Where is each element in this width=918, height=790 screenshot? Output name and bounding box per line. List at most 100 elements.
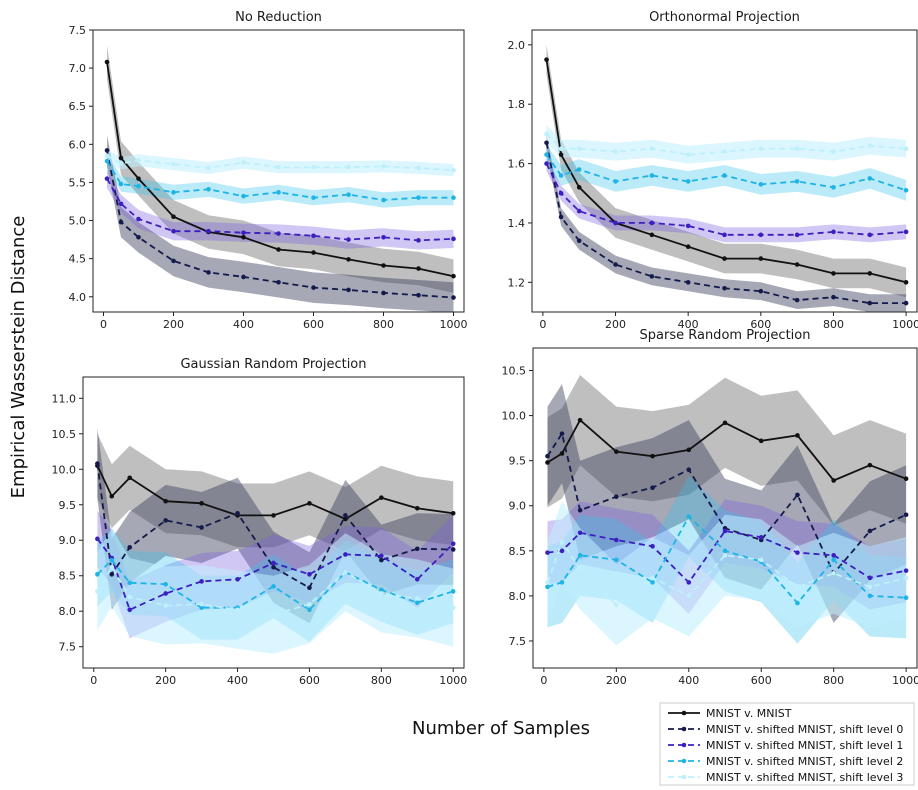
data-point [379, 591, 384, 596]
data-point [307, 607, 312, 613]
plot-area [95, 428, 456, 654]
data-point [758, 232, 764, 238]
data-point [206, 228, 211, 234]
confidence-band-series-1 [546, 133, 907, 312]
data-point [903, 595, 909, 600]
data-point [545, 453, 550, 459]
series-line-3 [545, 154, 907, 192]
series-line-1 [96, 463, 454, 590]
legend-marker [681, 774, 687, 780]
data-point [903, 568, 909, 573]
legend-marker [681, 758, 687, 764]
x-tick-label: 600 [303, 318, 324, 331]
data-point [544, 131, 549, 137]
data-point [722, 285, 727, 291]
y-tick-label: 9.0 [509, 500, 527, 513]
series-line-0 [547, 418, 907, 482]
legend-label: MNIST v. shifted MNIST, shift level 1 [706, 739, 903, 752]
x-tick-label: 1000 [892, 674, 918, 687]
panel-title: No Reduction [235, 10, 322, 25]
data-point [343, 569, 348, 575]
x-tick-label: 400 [678, 318, 699, 331]
y-tick-label: 7.5 [69, 24, 87, 37]
data-point [450, 605, 456, 610]
series-line-3 [96, 558, 454, 611]
legend-frame [659, 702, 915, 786]
data-point [271, 612, 276, 618]
axes-frame [531, 29, 918, 313]
data-point [794, 232, 800, 238]
data-point [559, 431, 565, 436]
data-point [311, 164, 316, 170]
y-tick-label: 1.2 [508, 276, 526, 289]
data-point [235, 607, 240, 613]
axes-frame [92, 29, 465, 313]
confidence-band-series-3 [546, 144, 907, 201]
data-point [650, 453, 655, 459]
data-point [127, 594, 133, 600]
data-point [903, 187, 909, 193]
data-point [451, 236, 456, 242]
data-point [576, 167, 582, 172]
panel-title: Gaussian Random Projection [180, 357, 366, 372]
series-line-2 [106, 178, 454, 242]
axes-frame [82, 376, 465, 669]
data-point [903, 300, 909, 306]
data-point [577, 566, 583, 572]
y-tick-label: 10.0 [502, 410, 527, 423]
data-point [95, 536, 100, 542]
data-point [794, 179, 800, 184]
data-point [545, 580, 550, 585]
y-tick-label: 8.5 [59, 570, 77, 583]
data-point [650, 575, 655, 581]
series-line-3 [547, 515, 907, 605]
legend-marker [681, 742, 687, 748]
data-point [614, 557, 619, 563]
legend-marker [681, 710, 687, 716]
data-point [136, 183, 141, 189]
data-point [118, 219, 124, 225]
data-point [346, 257, 351, 262]
data-point [758, 146, 764, 152]
data-point [558, 146, 564, 152]
x-tick-label: 1000 [440, 318, 468, 331]
data-point [576, 238, 582, 244]
y-tick-label: 1.8 [508, 98, 526, 111]
data-point [163, 581, 168, 587]
data-point [241, 230, 246, 236]
data-point [271, 564, 276, 570]
data-point [241, 274, 246, 280]
data-point [416, 266, 421, 271]
y-tick-label: 1.4 [508, 217, 526, 230]
data-point [795, 600, 800, 606]
data-point [722, 256, 727, 261]
data-point [686, 514, 692, 519]
x-tick-label: 0 [90, 674, 97, 687]
data-point [614, 602, 619, 608]
data-point [795, 433, 800, 438]
legend-label: MNIST v. shifted MNIST, shift level 0 [706, 723, 903, 736]
data-point [379, 557, 384, 563]
data-point [867, 300, 873, 306]
data-point [867, 528, 873, 534]
data-point [171, 258, 176, 264]
y-tick-label: 9.5 [509, 455, 527, 468]
y-tick-label: 6.0 [69, 138, 87, 151]
data-point [95, 572, 100, 577]
data-point [163, 498, 168, 504]
data-point [416, 165, 421, 171]
data-point [722, 420, 728, 426]
data-point [450, 589, 456, 594]
y-tick-label: 8.0 [509, 590, 527, 603]
x-tick-label: 800 [823, 674, 844, 687]
series-line-0 [545, 59, 907, 284]
data-point [722, 232, 727, 238]
x-tick-label: 200 [163, 318, 184, 331]
data-point [104, 148, 110, 153]
y-tick-label: 4.5 [69, 253, 87, 266]
data-point [903, 476, 909, 482]
data-point [559, 548, 565, 554]
data-point [379, 587, 384, 593]
data-point [414, 596, 420, 601]
